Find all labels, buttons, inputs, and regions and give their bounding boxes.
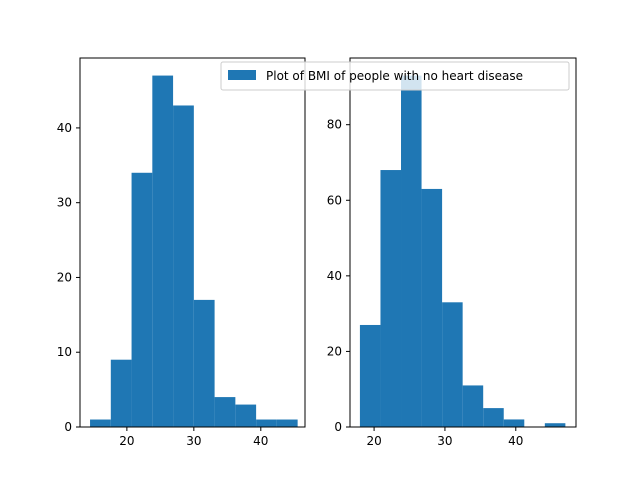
y-tick-label: 20: [57, 270, 72, 284]
legend-swatch: [228, 70, 256, 80]
histogram-right-panel: 20 30 40 0 20 40 60 80: [327, 57, 577, 448]
x-tick-label: 40: [253, 434, 268, 448]
y-tick-label: 10: [57, 345, 72, 359]
axes-frame: [349, 57, 577, 428]
histogram-bar: [503, 419, 525, 427]
legend-frame: [220, 61, 570, 91]
histogram-bar: [110, 359, 132, 427]
histogram-bar: [462, 385, 484, 427]
y-tick-label: 0: [334, 420, 342, 434]
histogram-bar: [90, 419, 111, 427]
histogram-bar: [380, 170, 402, 427]
x-tick-label: 20: [119, 434, 134, 448]
x-tick-label: 30: [186, 434, 201, 448]
x-tick-label: 20: [366, 434, 381, 448]
x-tick-label: 30: [437, 434, 452, 448]
y-tick-label: 30: [57, 196, 72, 210]
histogram-bar: [131, 172, 153, 427]
x-tick-label: 40: [508, 434, 523, 448]
y-tick-label: 80: [327, 118, 342, 132]
histogram-bar: [401, 75, 422, 428]
y-tick-label: 60: [327, 193, 342, 207]
y-tick-label: 20: [327, 344, 342, 358]
legend-label: Plot of BMI of people with no heart dise…: [266, 69, 523, 83]
histogram-bar: [235, 404, 257, 427]
axes-frame: [79, 57, 306, 428]
histogram-left-panel: 20 30 40 0 10 20 30 40: [57, 57, 306, 448]
histogram-bar: [442, 302, 463, 427]
histogram-bar: [256, 419, 277, 427]
histogram-bar: [483, 408, 504, 427]
histogram-bar: [173, 105, 194, 428]
histogram-bar: [421, 188, 443, 427]
histogram-bar: [276, 419, 298, 427]
histogram-bar: [544, 423, 566, 427]
legend: Plot of BMI of people with no heart dise…: [220, 61, 570, 91]
histogram-bar: [193, 299, 215, 427]
y-tick-label: 40: [57, 121, 72, 135]
y-tick-label: 0: [64, 420, 72, 434]
histogram-bar: [359, 324, 381, 427]
y-tick-label: 40: [327, 269, 342, 283]
histogram-bar: [214, 397, 236, 427]
histogram-bar: [152, 75, 174, 428]
